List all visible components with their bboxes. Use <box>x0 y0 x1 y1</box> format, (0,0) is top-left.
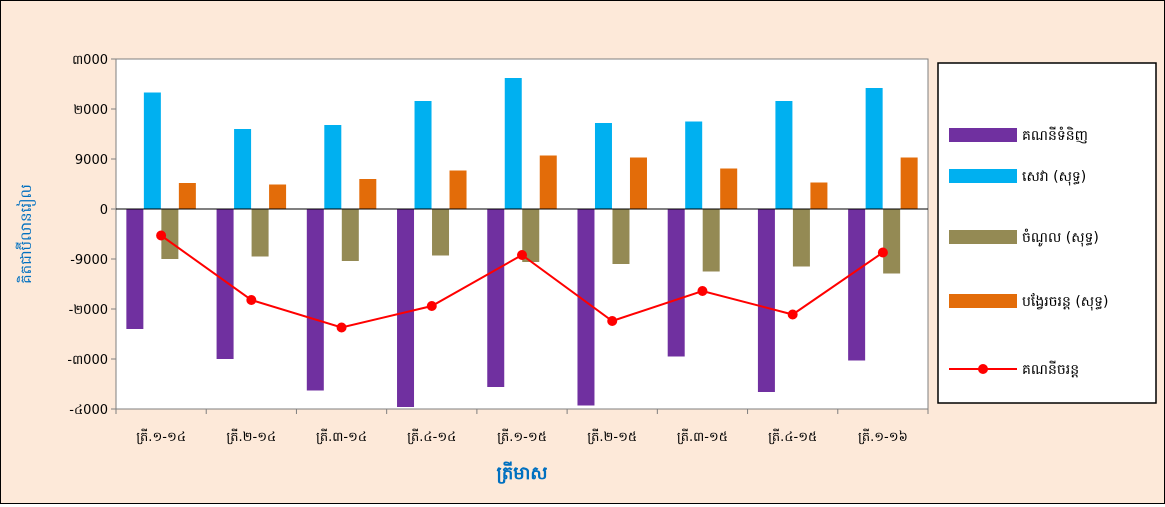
bar <box>341 209 359 261</box>
bar <box>178 183 196 209</box>
bar <box>629 157 647 209</box>
y-tick-label: ២000 <box>73 103 108 118</box>
x-tick-label: ត្រី.១-១៦ <box>858 428 908 445</box>
x-axis-ticks: ត្រី.១-១៤ ត្រី.២-១៤ ត្រី.៣-១៤ ត្រី.៤-១៤ ត្រី… <box>115 409 929 445</box>
bar <box>757 209 775 392</box>
bar <box>702 209 720 272</box>
legend-swatch <box>949 230 1017 244</box>
x-tick-label: ត្រី.៣-១៥ <box>677 428 728 445</box>
y-tick-label: -៣000 <box>67 353 108 368</box>
y-tick-label: 9000 <box>75 153 108 168</box>
bar <box>251 209 269 257</box>
bar <box>594 123 612 209</box>
legend-label: គណនីទំនិញ <box>1022 126 1088 144</box>
bar <box>324 125 342 209</box>
bar <box>720 168 738 209</box>
bar <box>848 209 866 361</box>
bar <box>667 209 685 357</box>
bar <box>234 129 252 209</box>
legend-label: ចំណូល (សុទ្ធ) <box>1022 228 1099 247</box>
bar <box>306 209 324 391</box>
line-point <box>426 301 437 311</box>
x-tick-label: ត្រី.៤-១៥ <box>768 428 817 445</box>
legend-box <box>937 62 1157 404</box>
bar <box>161 209 179 259</box>
line-point <box>517 250 527 260</box>
y-tick-label: -៤000 <box>69 403 108 418</box>
y-axis-label: គិតជាប៊ីលានរៀល <box>15 184 36 284</box>
bar <box>504 78 522 209</box>
bar <box>126 209 144 329</box>
y-tick-label: -២000 <box>69 303 108 318</box>
x-tick-label: ត្រី.៤-១៤ <box>407 428 456 445</box>
legend-label: គណនីចរន្ត <box>1022 360 1079 378</box>
line-point <box>246 295 257 305</box>
bar <box>810 182 828 209</box>
line-point <box>697 286 708 296</box>
current-account-line <box>156 230 888 333</box>
x-tick-label: ត្រី.៣-១៤ <box>316 428 367 445</box>
plot-area <box>115 58 929 410</box>
legend-swatch <box>949 294 1017 308</box>
y-axis-ticks: ៣000 ២000 9000 0 -9000 -២000 -៣000 -៤000 <box>67 53 116 418</box>
bar <box>612 209 630 264</box>
legend-label: សេវា (សុទ្ធ) <box>1022 169 1086 186</box>
bar <box>216 209 234 359</box>
bar <box>775 101 793 209</box>
y-tick-label: -9000 <box>70 253 108 268</box>
bar <box>685 121 703 209</box>
bar <box>397 209 415 407</box>
bar <box>883 209 901 274</box>
line-point <box>156 230 167 241</box>
bar <box>900 157 918 209</box>
legend-label: បង្វែរចរន្ត (សុទ្ធ) <box>1022 293 1108 311</box>
bar <box>432 209 450 256</box>
x-tick-label: ត្រី.២-១៥ <box>587 428 637 445</box>
legend-swatch <box>949 169 1017 183</box>
line-point <box>607 316 618 326</box>
y-tick-label: ៣000 <box>72 53 108 68</box>
bar <box>143 92 161 209</box>
legend-swatch <box>949 128 1017 142</box>
bar <box>269 184 287 209</box>
bar <box>865 88 883 209</box>
bar <box>359 179 377 209</box>
bar <box>577 209 595 406</box>
bar <box>487 209 505 387</box>
bar <box>792 209 810 267</box>
line-point <box>336 322 347 333</box>
x-axis-label: ត្រីមាស <box>496 461 547 484</box>
bar <box>414 101 432 209</box>
x-tick-label: ត្រី.២-១៤ <box>226 428 276 445</box>
y-tick-label: 0 <box>100 203 108 218</box>
legend: គណនីទំនិញសេវា (សុទ្ធ) ចំណូល (សុទ្ធ) បង្វែរ… <box>949 126 1108 378</box>
x-tick-label: ត្រី.១-១៤ <box>136 428 186 445</box>
legend-marker <box>978 364 988 374</box>
line-point <box>787 309 798 320</box>
x-tick-label: ត្រី.១-១៥ <box>497 428 547 445</box>
bar <box>449 170 467 209</box>
bars <box>126 78 918 407</box>
bar <box>539 155 557 209</box>
line-point <box>877 247 888 258</box>
bar <box>522 209 540 262</box>
